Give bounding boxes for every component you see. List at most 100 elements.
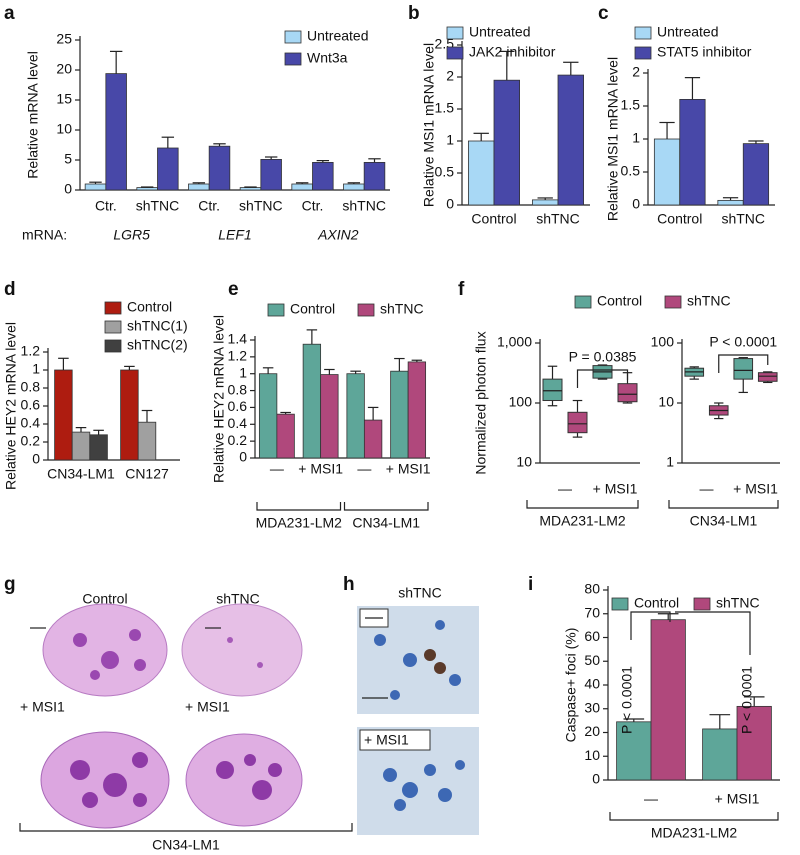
legend-swatch	[284, 30, 302, 44]
y-tick-label: 0	[64, 181, 72, 197]
panel-letter: e	[228, 279, 239, 300]
x-tick-label: —	[644, 791, 658, 807]
legend-swatch	[634, 26, 652, 40]
annotation: P < 0.0001	[709, 334, 777, 350]
legend-swatch	[104, 301, 122, 315]
bracket	[19, 823, 353, 832]
image-label: + MSI1	[185, 699, 230, 715]
y-tick-label: 1	[239, 364, 247, 380]
y-tick-label: 1	[32, 361, 40, 377]
micrographs	[357, 606, 479, 835]
y-axis-label: Relative mRNA level	[25, 51, 41, 179]
x-tick-label: —	[558, 481, 572, 497]
x-tick-label: —	[357, 461, 371, 477]
legend-label: shTNC	[687, 293, 731, 309]
bar	[54, 369, 73, 461]
y-tick-label: 0.8	[228, 381, 248, 397]
y-tick-label: 100	[651, 334, 675, 350]
legend-label: Control	[290, 301, 335, 317]
bar	[616, 721, 652, 781]
y-tick-label: 0	[592, 771, 600, 787]
legend-label: Untreated	[469, 24, 530, 40]
bar	[363, 419, 383, 459]
group-label: LGR5	[113, 227, 150, 243]
panel-letter: a	[4, 3, 15, 24]
y-tick-label: 1	[446, 132, 454, 148]
bar	[260, 158, 282, 191]
box	[567, 411, 588, 434]
bar	[717, 199, 744, 206]
bar	[258, 373, 278, 459]
x-tick-label: shTNC	[536, 211, 580, 227]
panel-letter: c	[598, 3, 609, 24]
bar	[239, 187, 262, 191]
bar	[320, 374, 339, 459]
legend-label: shTNC(1)	[127, 318, 188, 334]
y-tick-label: 10	[56, 121, 72, 137]
x-tick-label: Ctr.	[95, 198, 117, 214]
y-tick-label: 0.4	[228, 415, 248, 431]
y-tick-label: 1.2	[228, 348, 248, 364]
legend-label: Untreated	[307, 28, 368, 44]
legend-swatch	[284, 52, 302, 66]
y-tick-label: 5	[64, 151, 72, 167]
group-label: CN34-LM1	[690, 513, 758, 529]
panel-letter: i	[528, 574, 533, 595]
group-label: MDA231-LM2	[651, 825, 738, 841]
box	[757, 372, 778, 382]
y-tick-label: 2	[446, 68, 454, 84]
y-tick-label: 0	[239, 449, 247, 465]
y-tick-label: 100	[509, 394, 533, 410]
y-axis-label: Caspase+ foci (%)	[563, 628, 579, 743]
legend-swatch	[611, 597, 629, 611]
bar	[302, 343, 322, 459]
image-label: Control	[82, 591, 127, 607]
y-tick-label: 1.5	[621, 97, 641, 113]
bar	[532, 199, 559, 206]
bar	[363, 161, 386, 191]
legend-label: Control	[597, 293, 642, 309]
bar	[653, 138, 681, 206]
group-label: MDA231-LM2	[539, 513, 626, 529]
bar	[493, 79, 521, 206]
bar	[84, 183, 107, 191]
y-tick-label: 60	[584, 628, 600, 644]
x-tick-label: Ctr.	[302, 198, 324, 214]
panel-letter: h	[343, 574, 355, 595]
bar	[120, 369, 139, 461]
x-tick-label: + MSI1	[386, 461, 431, 477]
x-tick-label: —	[700, 481, 714, 497]
group-bracket	[343, 502, 429, 511]
panel-letter: d	[4, 279, 16, 300]
legend-swatch	[446, 26, 464, 40]
y-tick-label: 10	[516, 454, 532, 470]
legend-label: Control	[634, 595, 679, 611]
y-tick-label: 0.5	[435, 164, 455, 180]
bar	[188, 183, 210, 191]
bar	[407, 361, 427, 459]
x-tick-label: shTNC	[342, 198, 386, 214]
group-label: AXIN2	[317, 227, 359, 243]
legend-label: shTNC	[716, 595, 760, 611]
annotation: P < 0.0001	[739, 666, 755, 734]
y-axis-label: Relative MSI1 mRNA level	[605, 57, 621, 221]
y-tick-label: 70	[584, 604, 600, 620]
y-tick-label: 40	[584, 676, 600, 692]
legend-label: Wnt3a	[307, 50, 348, 66]
y-tick-label: 0.4	[21, 415, 41, 431]
bar	[467, 140, 495, 206]
box	[542, 378, 563, 402]
x-tick-label: CN127	[125, 466, 169, 482]
y-tick-label: 20	[584, 723, 600, 739]
bar	[679, 99, 706, 206]
y-tick-label: 0.2	[21, 433, 41, 449]
y-tick-label: 1	[632, 130, 640, 146]
bar	[157, 147, 179, 191]
y-tick-label: 0.2	[228, 432, 248, 448]
lung-section	[185, 733, 303, 827]
y-tick-label: 0.8	[21, 379, 41, 395]
legend-label: Untreated	[657, 24, 718, 40]
bar	[650, 619, 686, 781]
significance-bracket	[576, 369, 629, 388]
significance-bracket	[675, 611, 751, 655]
